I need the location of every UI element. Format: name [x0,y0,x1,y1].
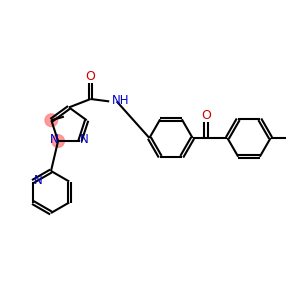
Text: N: N [34,174,42,187]
Circle shape [45,114,58,127]
Text: N: N [80,133,88,146]
Circle shape [52,135,64,147]
Text: N: N [50,133,58,146]
Text: O: O [86,70,95,83]
Text: O: O [201,109,211,122]
Text: NH: NH [112,94,129,107]
